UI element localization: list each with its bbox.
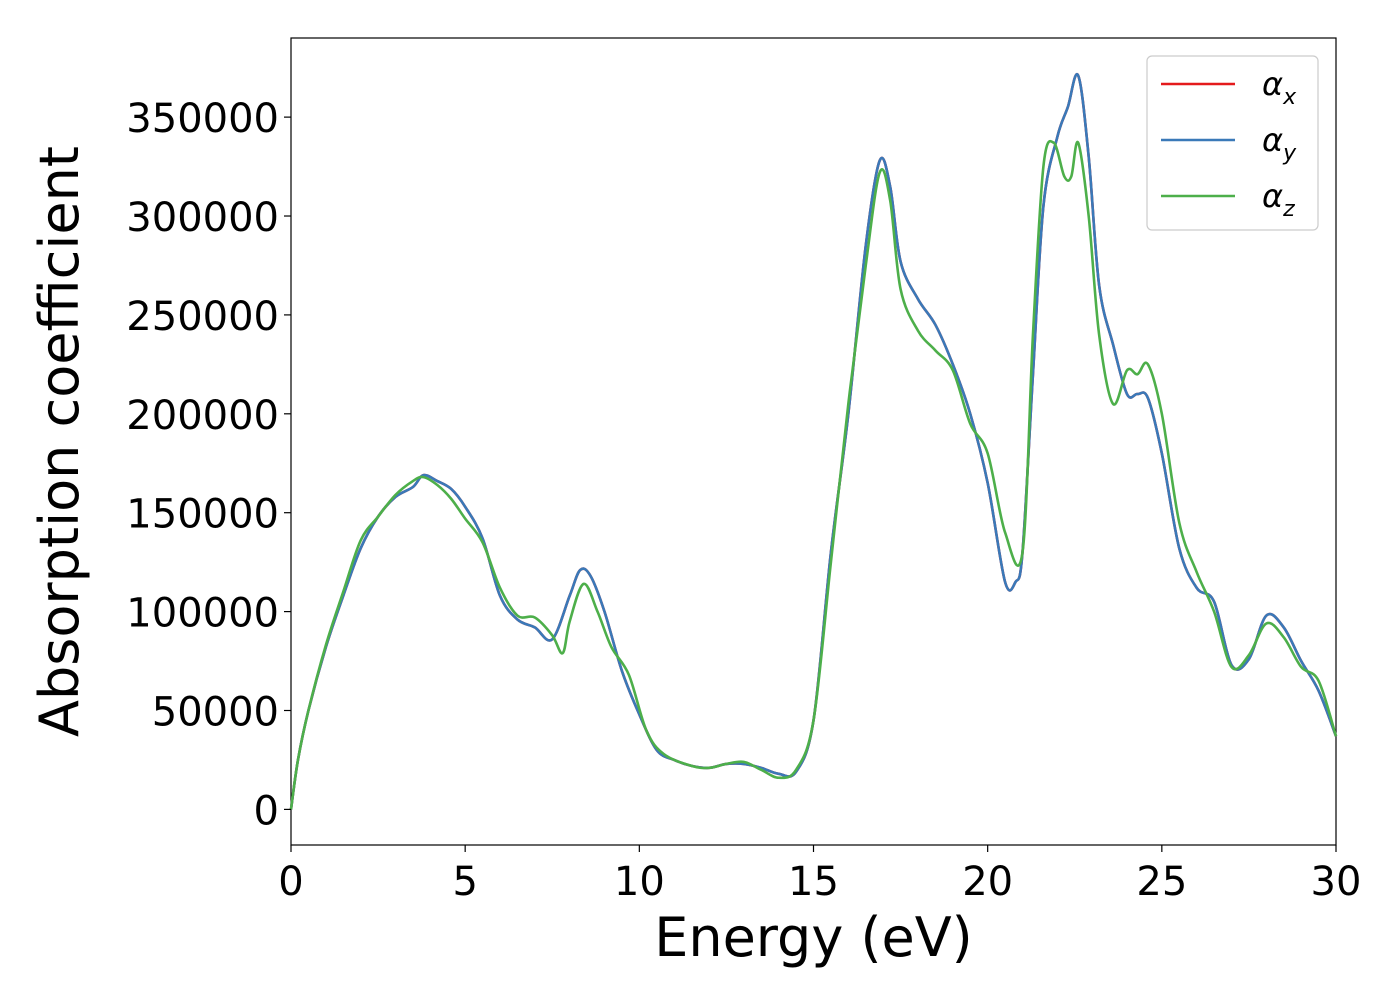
legend-label: αy (1262, 121, 1297, 166)
legend-box (1146, 55, 1319, 231)
x-axis: 0 5 10 15 20 25 30 (278, 845, 1361, 905)
y-tick-label: 350000 (126, 96, 279, 142)
y-tick-label: 50000 (152, 690, 279, 736)
series-layer (289, 72, 1338, 810)
x-tick-label: 25 (1136, 859, 1187, 905)
y-axis-title: Absorption coefficient (28, 146, 91, 737)
y-tick-label: 100000 (126, 591, 279, 637)
y-tick-label: 150000 (126, 492, 279, 538)
y-tick-label: 200000 (126, 393, 279, 439)
x-tick-label: 20 (962, 859, 1013, 905)
x-tick-label: 15 (788, 859, 839, 905)
y-tick-label: 250000 (126, 294, 279, 340)
x-tick-label: 10 (614, 859, 665, 905)
x-tick-label: 0 (278, 859, 303, 905)
y-tick-label: 300000 (126, 195, 279, 241)
x-axis-title: Energy (eV) (654, 906, 973, 969)
series-line-α-z (289, 139, 1338, 810)
y-axis: 0 50000 100000 150000 200000 250000 300000 3500… (126, 96, 291, 834)
x-tick-label: 30 (1311, 859, 1362, 905)
y-tick-label: 0 (254, 788, 279, 834)
x-tick-label: 5 (452, 859, 477, 905)
